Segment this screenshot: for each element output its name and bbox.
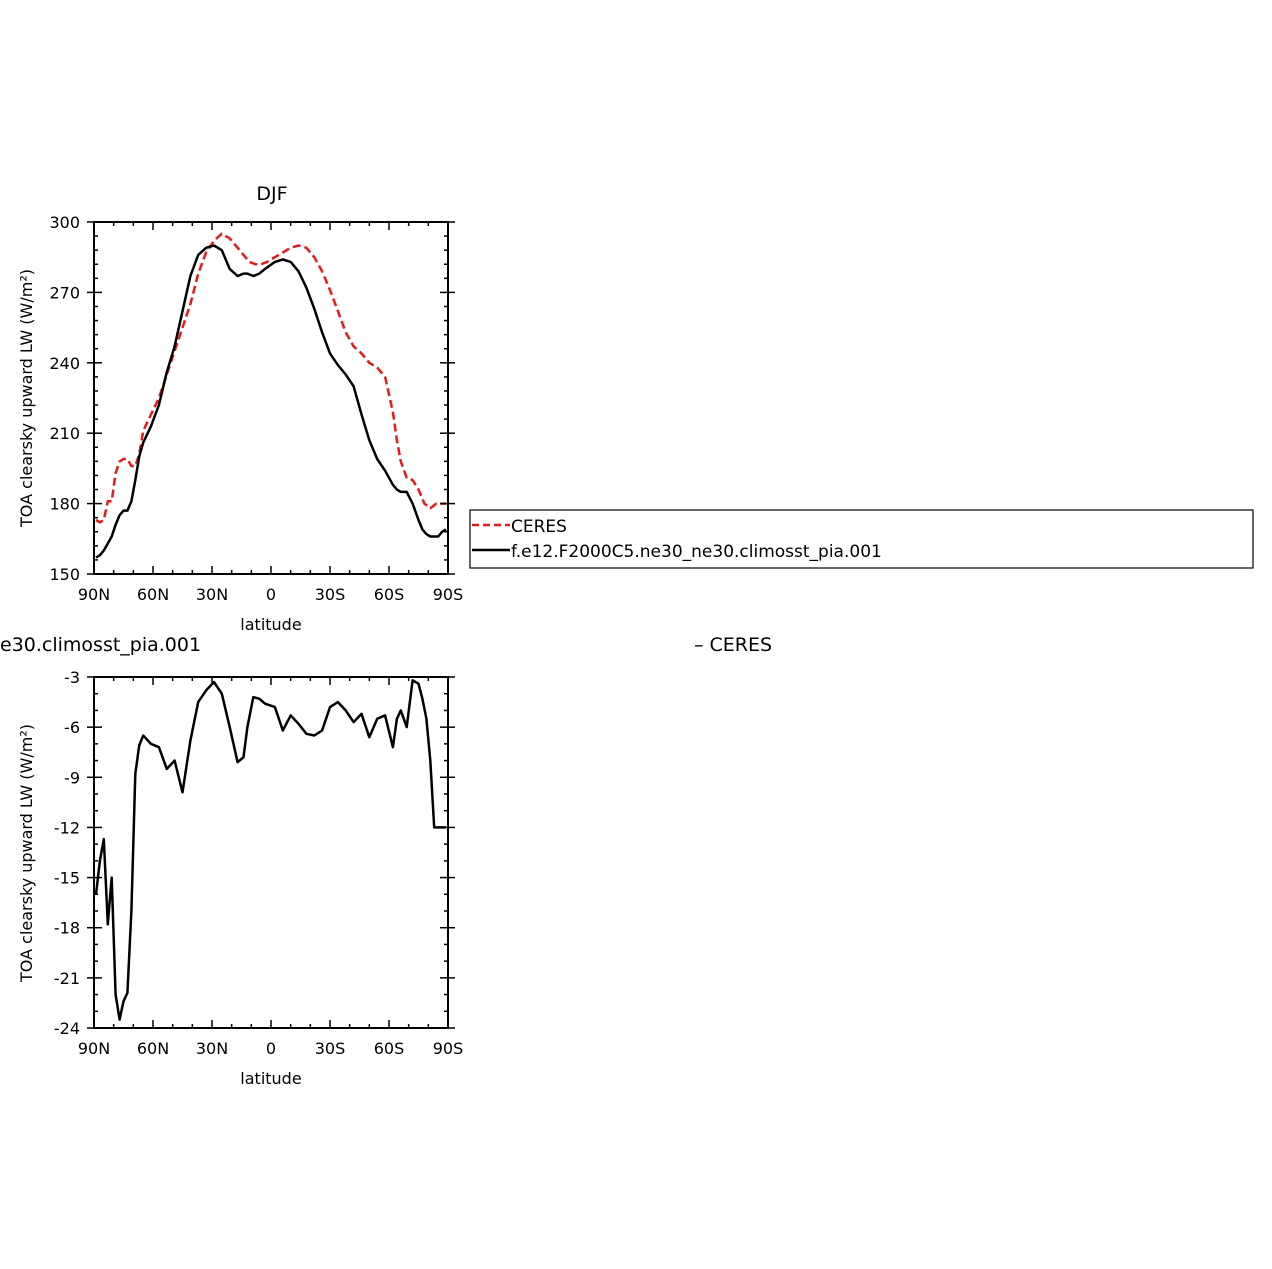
top-x-tick-label: 0 bbox=[266, 585, 276, 604]
top-y-tick-label: 150 bbox=[49, 565, 80, 584]
bottom-y-tick-label: -9 bbox=[64, 768, 80, 787]
legend-label-ceres: CERES bbox=[511, 517, 567, 537]
top-x-tick-label: 30S bbox=[315, 585, 346, 604]
top-series-line-model bbox=[95, 244, 447, 559]
top-panel: DJF 90N 60N 30N 0 30S 60S 90S 150 180 210 240 270 30… bbox=[17, 183, 463, 634]
legend-box bbox=[469, 509, 1254, 569]
bottom-y-tick-label: -24 bbox=[54, 1019, 80, 1038]
top-x-tick-label: 60S bbox=[374, 585, 405, 604]
top-panel-title: DJF bbox=[256, 183, 287, 205]
top-x-tick-label: 90N bbox=[78, 585, 110, 604]
top-x-tick-label: 30N bbox=[196, 585, 228, 604]
top-y-tick-label: 180 bbox=[49, 495, 80, 514]
bottom-x-tick-label: 0 bbox=[266, 1039, 276, 1058]
bottom-y-tick-label: -6 bbox=[64, 718, 80, 737]
bottom-y-tick-label: -18 bbox=[54, 919, 80, 938]
top-x-tick-label: 90S bbox=[433, 585, 464, 604]
top-plot-frame bbox=[93, 221, 449, 575]
bottom-y-axis-label: TOA clearsky upward LW (W/m²) bbox=[17, 724, 36, 983]
bottom-x-tick-label: 30S bbox=[315, 1039, 346, 1058]
top-plot-area: 90N 60N 30N 0 30S 60S 90S 150 180 210 240 270 300 bbox=[49, 213, 463, 604]
top-y-tick-label: 240 bbox=[49, 354, 80, 373]
bottom-x-tick-label: 60N bbox=[137, 1039, 169, 1058]
top-y-tick-label: 210 bbox=[49, 424, 80, 443]
bottom-plot-area: 90N 60N 30N 0 30S 60S 90S -24 -21 -18 -15 -12 -9 -6 -3 bbox=[54, 668, 463, 1058]
top-series-line-ceres bbox=[95, 232, 446, 524]
bottom-panel: e30.climosst_pia.001 – CERES 90N 60N 30N 0 3… bbox=[0, 634, 772, 1088]
bottom-y-tick-label: -21 bbox=[54, 969, 80, 988]
top-y-axis-label: TOA clearsky upward LW (W/m²) bbox=[17, 269, 36, 528]
bottom-panel-title-fragment: e30.climosst_pia.001 bbox=[0, 634, 201, 656]
bottom-x-tick-label: 90N bbox=[78, 1039, 110, 1058]
bottom-y-tick-label: -3 bbox=[64, 668, 80, 687]
bottom-y-tick-label: -12 bbox=[54, 818, 80, 837]
top-x-tick-label: 60N bbox=[137, 585, 169, 604]
legend-label-model: f.e12.F2000C5.ne30_ne30.climosst_pia.001 bbox=[511, 542, 882, 562]
bottom-x-tick-label: 90S bbox=[433, 1039, 464, 1058]
legend: CERES f.e12.F2000C5.ne30_ne30.climosst_p… bbox=[469, 509, 1254, 569]
bottom-series-line-model bbox=[94, 679, 446, 1021]
bottom-x-tick-label: 60S bbox=[374, 1039, 405, 1058]
top-y-tick-label: 270 bbox=[49, 283, 80, 302]
top-y-tick-label: 300 bbox=[49, 213, 80, 232]
bottom-x-axis-label: latitude bbox=[240, 1069, 301, 1088]
top-x-axis-label: latitude bbox=[240, 615, 301, 634]
bottom-panel-title-right-fragment: – CERES bbox=[694, 634, 772, 656]
bottom-y-tick-label: -15 bbox=[54, 869, 80, 888]
bottom-x-tick-label: 30N bbox=[196, 1039, 228, 1058]
